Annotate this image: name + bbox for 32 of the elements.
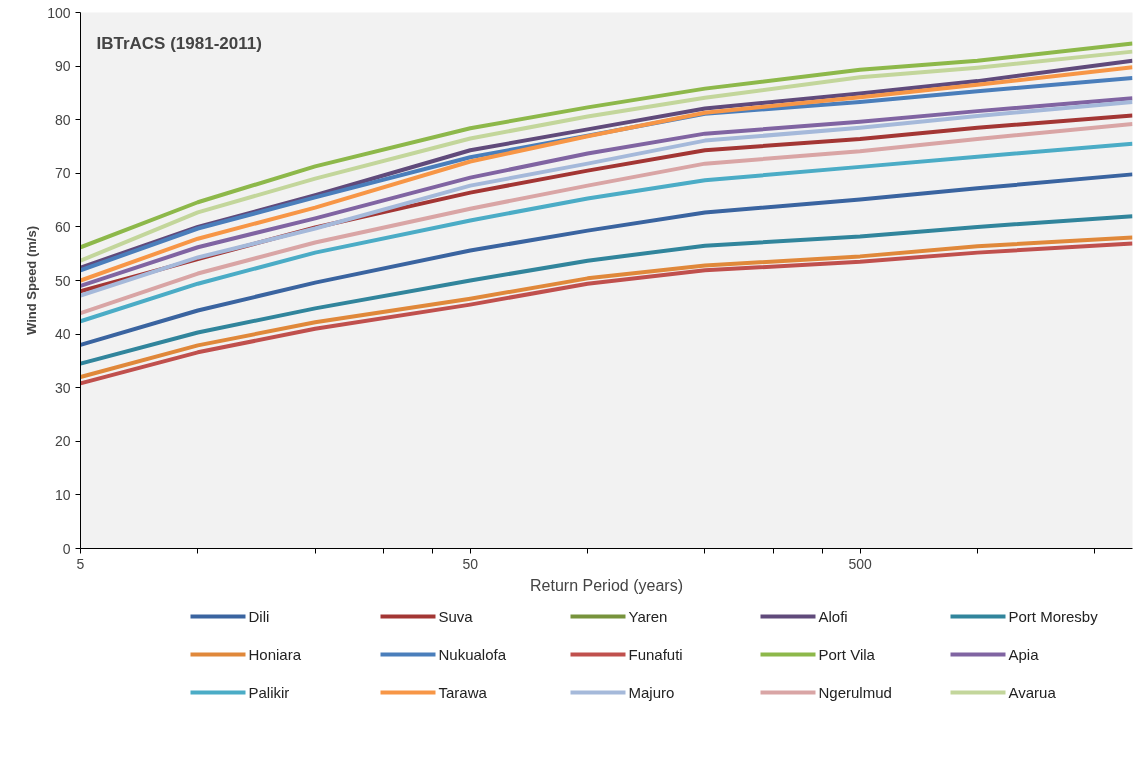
x-tick-label: 50 [462, 555, 479, 572]
legend-label: Honiara [248, 646, 302, 663]
legend-label: Suva [438, 608, 474, 625]
y-tick-label: 80 [54, 111, 71, 128]
legend-label: Port Moresby [1008, 608, 1099, 625]
y-tick-label: 30 [54, 379, 71, 396]
y-tick-label: 100 [47, 4, 71, 21]
legend-label: Nukualofa [438, 646, 507, 663]
legend-label: Apia [1008, 646, 1040, 663]
legend-label: Alofi [818, 608, 848, 625]
legend-label: Ngerulmud [818, 684, 892, 701]
y-tick-label: 60 [54, 218, 71, 235]
legend-label: Funafuti [628, 646, 683, 663]
text: IBTrACS (1981-2011) [96, 33, 262, 53]
legend-label: Avarua [1008, 684, 1057, 701]
x-tick-label: 5 [76, 555, 85, 572]
y-tick-label: 50 [54, 272, 71, 289]
y-tick-label: 90 [54, 58, 71, 75]
legend-label: Majuro [628, 684, 675, 701]
legend-label: Palikir [248, 684, 290, 701]
legend-label: Port Vila [818, 646, 876, 663]
y-tick-label: 10 [54, 486, 71, 503]
legend-label: Tarawa [438, 684, 488, 701]
legend-label: Dili [248, 608, 270, 625]
y-tick-label: 20 [54, 433, 71, 450]
x-axis-title: Return Period (years) [530, 576, 683, 594]
legend-label: Yaren [628, 608, 668, 625]
y-tick-label: 70 [54, 165, 71, 182]
y-tick-label: 0 [62, 540, 71, 557]
y-tick-label: 40 [54, 326, 71, 343]
y-axis-title: Wind Speed (m/s) [24, 226, 40, 335]
x-tick-label: 500 [848, 555, 872, 572]
